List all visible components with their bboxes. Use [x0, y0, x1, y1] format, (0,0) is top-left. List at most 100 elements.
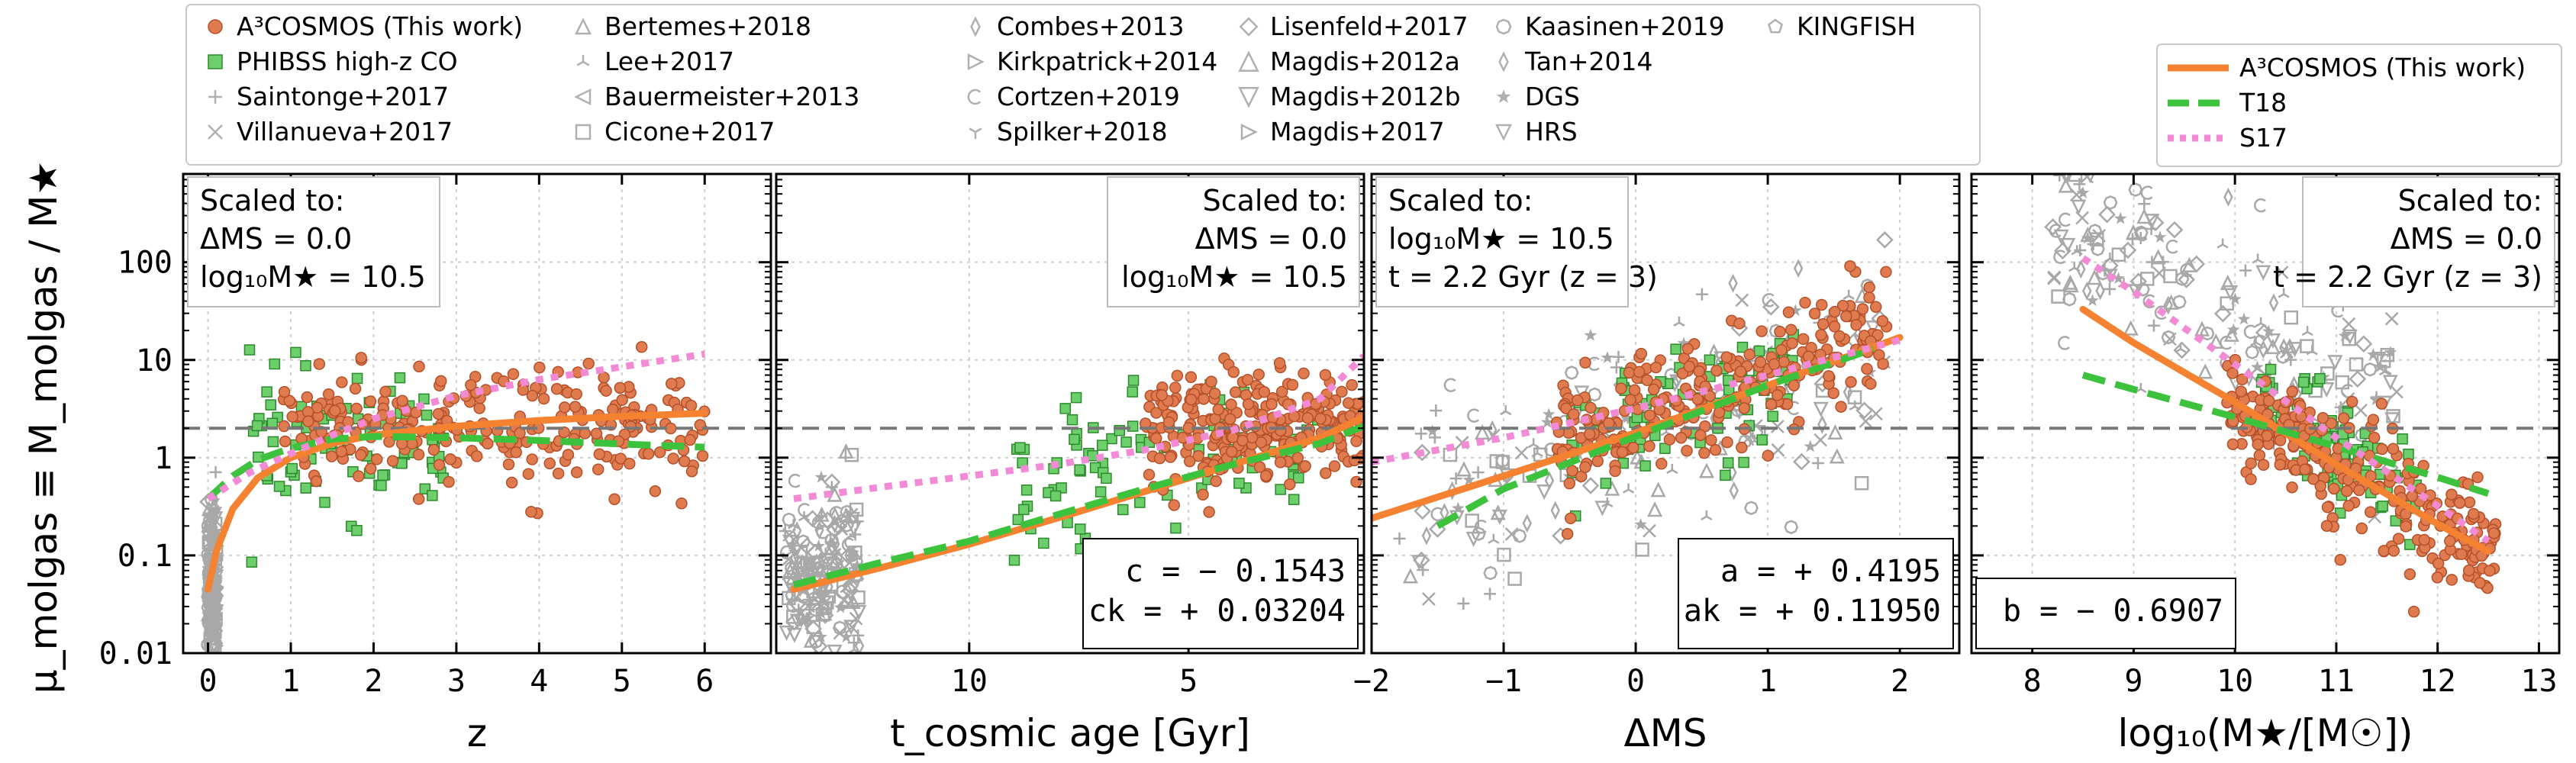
data-point — [350, 402, 363, 415]
data-point — [336, 376, 348, 388]
data-point — [2088, 224, 2103, 238]
x-tick-label: 13 — [2520, 664, 2557, 699]
data-point — [1616, 446, 1629, 459]
data-point — [1799, 297, 1811, 309]
data-point — [2047, 270, 2062, 285]
data-point — [849, 528, 862, 541]
data-point — [1583, 428, 1596, 440]
data-point — [2327, 355, 2343, 371]
data-point — [1720, 469, 1731, 481]
data-point — [265, 399, 276, 410]
data-point — [1612, 350, 1625, 363]
data-point — [427, 490, 438, 501]
data-point — [2368, 431, 2381, 444]
data-point — [1417, 564, 1430, 577]
data-point — [2257, 459, 2270, 472]
data-point — [2103, 195, 2118, 210]
data-point — [840, 583, 852, 594]
data-point — [1615, 382, 1627, 394]
data-point — [2154, 305, 2167, 320]
legend-entry: A³COSMOS (This work) — [237, 11, 523, 41]
legend-marker — [1495, 18, 1512, 35]
data-point — [1564, 365, 1579, 380]
data-point — [269, 358, 280, 370]
data-point — [2349, 357, 2364, 372]
data-point — [2254, 198, 2266, 213]
data-point — [1627, 441, 1639, 454]
data-point — [1066, 414, 1078, 426]
data-point — [1070, 391, 1082, 404]
data-point — [1224, 413, 1236, 425]
data-point — [803, 603, 816, 616]
data-point — [1233, 478, 1245, 489]
data-point — [1443, 378, 1456, 392]
data-point — [1585, 401, 1597, 414]
data-point — [1512, 529, 1527, 543]
data-point — [642, 448, 655, 460]
data-point — [1584, 328, 1598, 341]
data-point — [1457, 597, 1470, 610]
data-point — [2278, 288, 2290, 298]
scaling-annotation: Scaled to: ΔMS = 0.0 log₁₀M★ = 10.5 — [187, 176, 440, 307]
data-point — [1656, 458, 1668, 470]
data-point — [2354, 404, 2368, 417]
data-point — [1698, 462, 1715, 478]
data-point — [2337, 412, 2350, 424]
data-point — [2239, 264, 2252, 277]
data-point — [2300, 339, 2314, 353]
data-point — [355, 352, 367, 364]
data-point — [1507, 571, 1522, 586]
data-point — [2113, 211, 2127, 224]
data-point — [2362, 362, 2378, 377]
data-point — [2222, 285, 2239, 301]
x-tick-label: 10 — [2217, 664, 2253, 699]
data-point — [1788, 379, 1801, 391]
data-point — [804, 620, 822, 638]
data-point — [2095, 281, 2105, 301]
x-tick-label: −2 — [1353, 664, 1390, 699]
data-point — [1681, 343, 1694, 355]
data-point — [2059, 163, 2069, 172]
data-point — [678, 455, 691, 468]
data-point — [2335, 375, 2350, 390]
data-point — [1275, 385, 1288, 398]
data-point — [1020, 485, 1033, 496]
data-point — [2146, 214, 2165, 232]
annotation-line: ΔMS = 0.0 — [1195, 222, 1347, 256]
data-point — [2181, 256, 2197, 272]
data-point — [379, 385, 392, 398]
data-point — [1336, 385, 1348, 398]
data-point — [1753, 345, 1765, 357]
scaling-annotation: Scaled to: ΔMS = 0.0 log₁₀M★ = 10.5 — [1107, 176, 1360, 307]
data-point — [779, 625, 795, 641]
data-point — [1815, 298, 1828, 311]
data-point — [1018, 504, 1030, 516]
data-point — [838, 443, 854, 459]
legend-entry: Spilker+2018 — [997, 117, 1168, 146]
legend-marker — [1767, 18, 1784, 34]
data-point — [2087, 269, 2103, 285]
data-point — [1587, 387, 1602, 402]
data-point — [1328, 460, 1341, 472]
data-point — [1514, 446, 1529, 460]
data-point — [1756, 434, 1768, 446]
legend-entry: Kaasinen+2019 — [1525, 11, 1725, 41]
legend-marker — [1496, 89, 1511, 104]
series-line-dash — [205, 433, 705, 501]
data-point — [2334, 553, 2347, 566]
data-point — [2355, 522, 2368, 535]
legend-marker — [208, 54, 223, 69]
data-point — [2275, 349, 2291, 365]
legend-entry: Saintonge+2017 — [237, 82, 449, 111]
data-point — [649, 485, 662, 497]
data-point — [1601, 351, 1614, 364]
data-point — [2262, 324, 2275, 337]
data-point — [1815, 329, 1827, 341]
data-point — [2150, 249, 2166, 265]
fit-parameters: c = − 0.1543 ck = + 0.03204 — [1082, 538, 1359, 649]
data-point — [2384, 412, 2400, 428]
data-point — [1641, 374, 1653, 387]
data-point — [837, 593, 851, 607]
data-point — [2076, 186, 2090, 199]
data-point — [569, 401, 582, 413]
